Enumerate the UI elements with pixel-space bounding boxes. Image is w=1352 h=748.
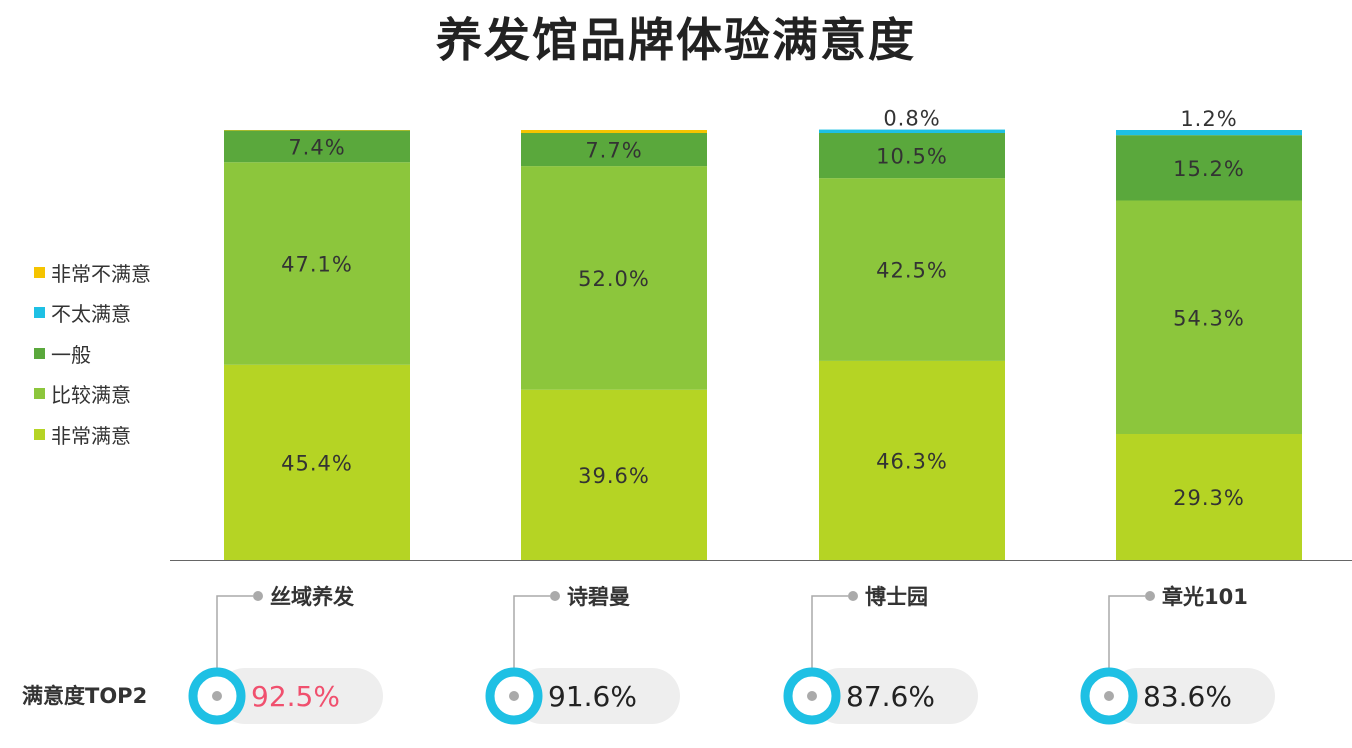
bar-segment-1-1 [521, 166, 707, 390]
category-label: 丝域养发 [270, 585, 355, 609]
legend-label: 非常满意 [51, 423, 131, 448]
connector-line [811, 595, 848, 690]
connector-line [513, 595, 550, 690]
bar-segment-2-1 [819, 178, 1005, 361]
bar-segment-2-2 [819, 133, 1005, 179]
data-label-3-2: 15.2% [1173, 157, 1245, 181]
data-label-1-2: 7.7% [585, 139, 642, 163]
top2-value: 83.6% [1143, 680, 1232, 713]
bar-segment-0-2 [224, 130, 410, 163]
bar-segment-2-3 [819, 129, 1005, 134]
top2-ring-dot [807, 691, 817, 701]
top2-pill [1109, 668, 1275, 724]
data-label-0-0: 45.4% [281, 451, 353, 475]
data-label-2-0: 46.3% [876, 449, 948, 473]
bar-segment-0-1 [224, 162, 410, 365]
legend-item: 不太满意 [34, 293, 151, 334]
bar-segment-3-0 [1116, 434, 1302, 560]
top2-value: 91.6% [548, 680, 637, 713]
top2-ring-dot [1104, 691, 1114, 701]
top2-pill [514, 668, 680, 724]
legend-label: 不太满意 [51, 302, 131, 327]
top2-pill [217, 668, 383, 724]
top2-ring-dot [212, 691, 222, 701]
legend-item: 非常满意 [34, 414, 151, 455]
legend: 非常不满意不太满意一般比较满意非常满意 [34, 252, 151, 455]
legend-swatch [34, 388, 45, 400]
legend-label: 比较满意 [51, 383, 131, 408]
bar-segment-3-2 [1116, 135, 1302, 201]
data-label-0-1: 47.1% [281, 253, 353, 277]
bar-segment-1-4 [521, 130, 707, 134]
data-label-3-1: 54.3% [1173, 306, 1245, 330]
legend-swatch [34, 307, 45, 319]
legend-item: 一般 [34, 333, 151, 374]
category-dot [550, 591, 560, 601]
data-label-2-1: 42.5% [876, 259, 948, 283]
data-label-2-2: 10.5% [876, 145, 948, 169]
legend-label: 非常不满意 [51, 261, 151, 286]
data-label-1-0: 39.6% [578, 464, 650, 488]
legend-swatch [34, 428, 45, 440]
bar-segment-3-1 [1116, 200, 1302, 435]
bar-segment-1-2 [521, 133, 707, 167]
connector-line [1108, 595, 1145, 690]
category-dot [1145, 591, 1155, 601]
category-label: 章光101 [1162, 585, 1248, 609]
bar-segment-1-0 [521, 389, 707, 560]
category-label: 博士园 [865, 585, 928, 609]
legend-swatch [34, 266, 45, 278]
chart-title: 养发馆品牌体验满意度 [436, 13, 916, 67]
bar-segment-2-0 [819, 360, 1005, 560]
top2-value: 92.5% [251, 680, 340, 713]
top2-ring-dot [509, 691, 519, 701]
top2-pill [812, 668, 978, 724]
legend-item: 比较满意 [34, 374, 151, 415]
data-label-2-3: 0.8% [883, 107, 940, 131]
data-label-0-2: 7.4% [288, 135, 345, 159]
data-label-3-0: 29.3% [1173, 486, 1245, 510]
top2-value: 87.6% [846, 680, 935, 713]
legend-item: 非常不满意 [34, 252, 151, 293]
category-dot [253, 591, 263, 601]
connector-line [216, 595, 253, 690]
category-dot [848, 591, 858, 601]
bar-segment-0-0 [224, 364, 410, 560]
data-label-1-1: 52.0% [578, 267, 650, 291]
legend-label: 一般 [51, 342, 91, 367]
data-label-3-3: 1.2% [1180, 107, 1237, 131]
category-label: 诗碧曼 [567, 585, 630, 609]
bar-segment-3-3 [1116, 130, 1302, 136]
top2-label: 满意度TOP2 [22, 684, 148, 708]
legend-swatch [34, 347, 45, 359]
